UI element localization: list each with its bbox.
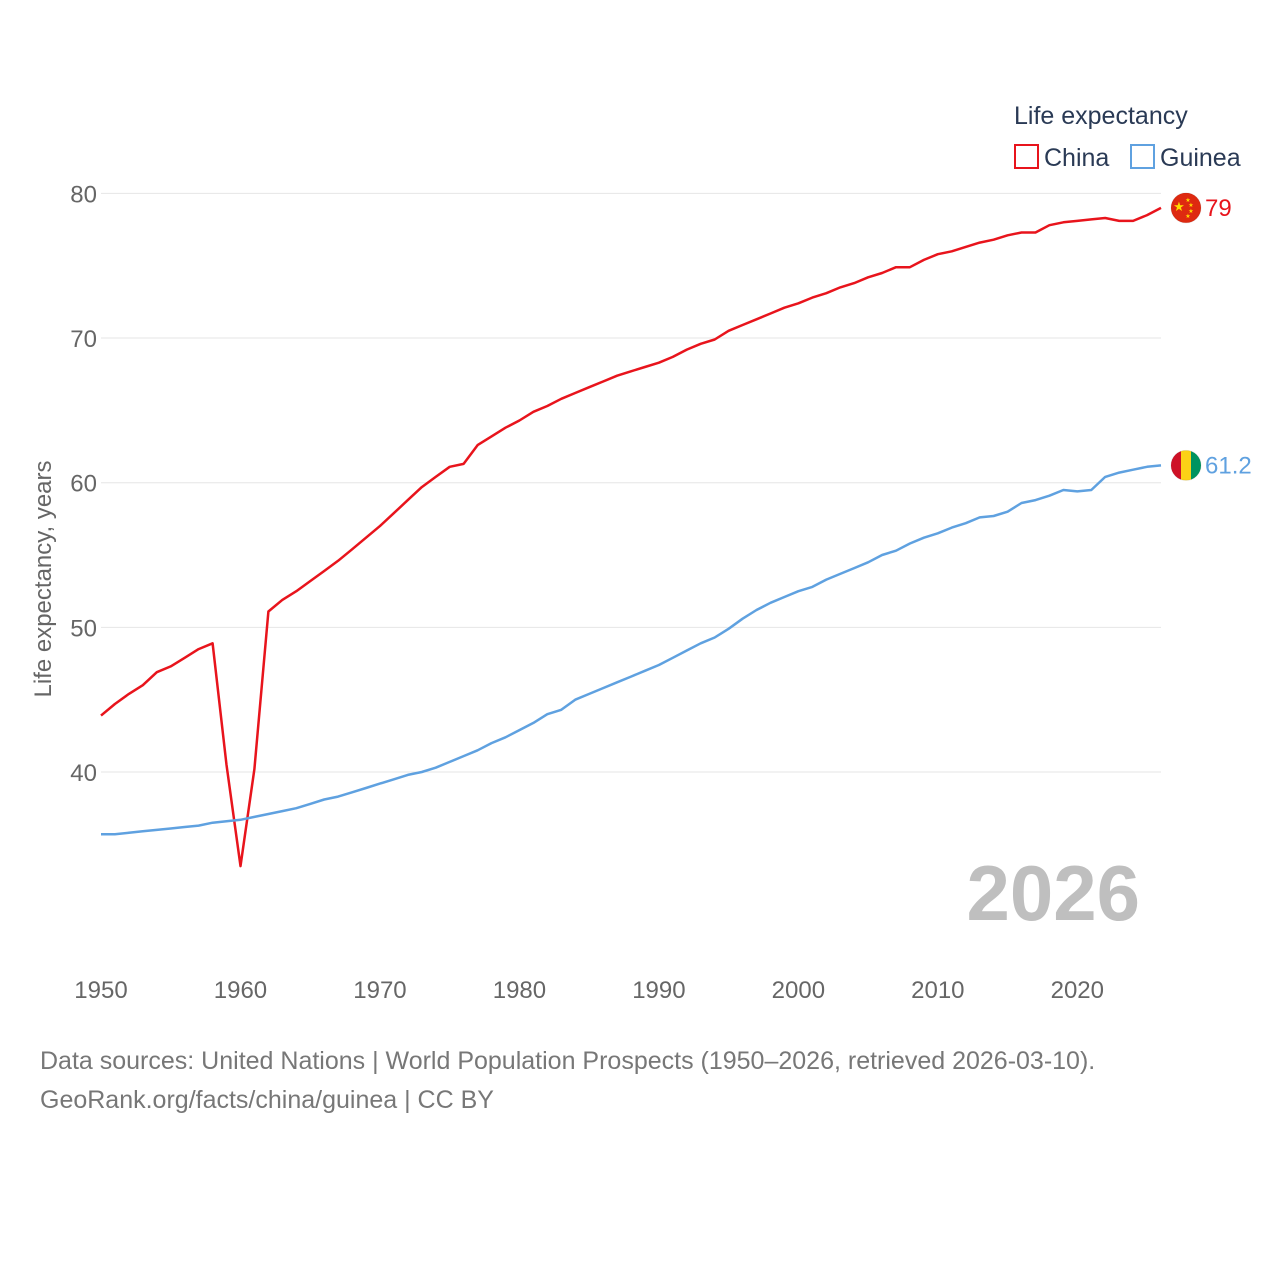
- x-tick-label: 1960: [214, 977, 267, 1004]
- legend-items: China Guinea: [1014, 144, 1241, 172]
- flag-star: ★: [1173, 199, 1185, 214]
- legend: Life expectancy China Guinea: [1014, 102, 1241, 172]
- y-tick-label: 50: [70, 615, 97, 642]
- flag-outline: [1170, 449, 1202, 481]
- end-value-label-china: 79: [1205, 195, 1232, 222]
- flag-field: [1171, 192, 1201, 223]
- current-year-watermark: 2026: [966, 849, 1140, 937]
- y-axis-ticks: 40 50 60 70 80: [70, 181, 97, 787]
- x-tick-label: 2010: [911, 977, 964, 1004]
- y-tick-label: 40: [70, 760, 97, 787]
- y-axis-label: Life expectancy, years: [30, 460, 57, 697]
- flag-outline: [1170, 192, 1202, 224]
- guinea-flag-icon: [1171, 450, 1201, 481]
- series-line-guinea: [101, 464, 1162, 836]
- flag-small-star: ★: [1185, 213, 1190, 220]
- flag-stripe-yellow: [1181, 450, 1191, 481]
- flag-small-star: ★: [1185, 197, 1190, 204]
- flag-stripe-green: [1191, 450, 1201, 481]
- x-tick-label: 2020: [1051, 977, 1104, 1004]
- x-axis-ticks: 1950 1960 1970 1980 1990 2000 2010 2020: [74, 977, 1104, 1004]
- series-lines: [100, 206, 1162, 868]
- legend-title: Life expectancy: [1014, 102, 1188, 130]
- x-tick-label: 1990: [632, 977, 685, 1004]
- end-value-label-guinea: 61.2: [1205, 452, 1252, 479]
- flag-stripe-red: [1171, 450, 1181, 481]
- x-tick-label: 2000: [772, 977, 825, 1004]
- series-line-china: [100, 206, 1162, 868]
- data-source-note: Data sources: United Nations | World Pop…: [40, 1047, 1096, 1075]
- y-tick-label: 70: [70, 326, 97, 353]
- china-flag-icon: ★ ★★★★: [1171, 192, 1201, 223]
- life-expectancy-chart: 40 50 60 70 80 1950 1960 1970 1980 1990 2000 2010 2…: [30, 102, 1252, 1004]
- legend-swatch-guinea: [1130, 144, 1155, 169]
- gridlines: [101, 192, 1161, 773]
- x-tick-label: 1970: [353, 977, 406, 1004]
- legend-label-guinea: Guinea: [1160, 144, 1241, 172]
- y-tick-label: 80: [70, 181, 97, 208]
- legend-swatch-china: [1014, 144, 1039, 169]
- x-tick-label: 1950: [74, 977, 127, 1004]
- y-tick-label: 60: [70, 471, 97, 498]
- flag-small-star: ★: [1188, 202, 1193, 209]
- x-tick-label: 1980: [493, 977, 546, 1004]
- flag-small-star: ★: [1188, 208, 1193, 215]
- legend-label-china: China: [1044, 144, 1109, 172]
- footer: Data sources: United Nations | World Pop…: [40, 1042, 1095, 1120]
- attribution-link[interactable]: GeoRank.org/facts/china/guinea | CC BY: [40, 1086, 494, 1114]
